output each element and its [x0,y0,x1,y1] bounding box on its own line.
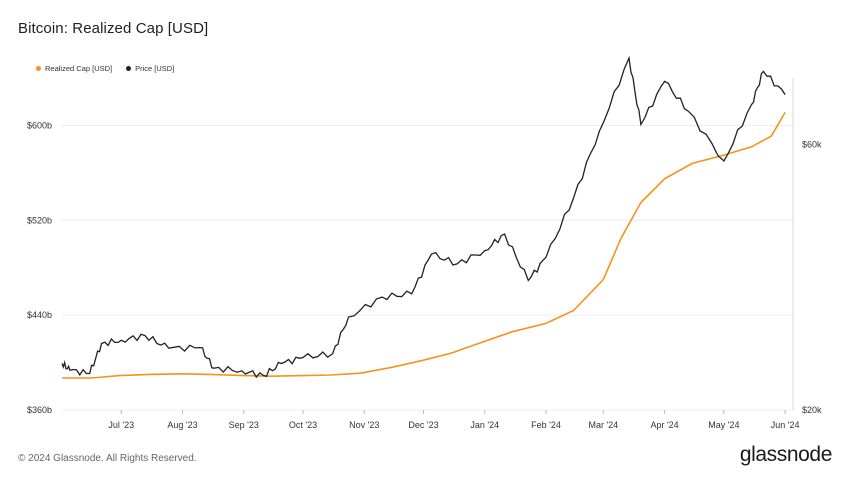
gridlines [62,124,793,411]
x-tick-label: Nov '23 [349,420,379,430]
copyright-footer: © 2024 Glassnode. All Rights Reserved. [18,453,197,464]
x-tick-label: Feb '24 [531,420,561,430]
x-tick-label: Jun '24 [771,420,800,430]
legend-item-price[interactable]: Price [USD] [126,64,174,73]
glassnode-logo[interactable]: glassnode [739,443,833,466]
legend-label-realized-cap: Realized Cap [USD] [45,64,113,73]
x-tick-label: Apr '24 [650,420,678,430]
chart-legend: Realized Cap [USD] Price [USD] [36,64,174,73]
legend-label-price: Price [USD] [135,64,175,73]
x-axis: Jul '23 Aug '23 Sep '23 Oct '23 Nov '23 Dec '… [108,410,799,430]
y-left-tick-label: $440b [27,310,52,320]
y-left-tick-label: $520b [27,215,52,225]
y-axis-right: $20k $60k [802,139,822,415]
x-tick-label: Jul '23 [108,420,134,430]
x-tick-label: Sep '23 [229,420,259,430]
series-line-price [61,55,786,379]
y-left-tick-label: $600b [27,120,52,130]
y-axis-left: $360b $440b $520b $600b [27,120,52,415]
y-left-tick-label: $360b [27,405,52,415]
legend-item-realized-cap[interactable]: Realized Cap [USD] [36,64,112,73]
x-tick-label: Dec '23 [408,420,438,430]
y-right-tick-label: $60k [802,139,822,149]
x-tick-label: May '24 [708,420,739,430]
legend-dot-price [126,66,132,71]
series-line-realized-cap [62,111,786,379]
x-tick-label: Jan '24 [470,420,499,430]
x-tick-label: Mar '24 [588,420,618,430]
x-tick-label: Aug '23 [167,420,197,430]
y-right-tick-label: $20k [802,405,822,415]
legend-dot-realized-cap [36,66,41,71]
x-tick-label: Oct '23 [289,420,317,430]
chart-title: Bitcoin: Realized Cap [USD] [18,20,209,37]
